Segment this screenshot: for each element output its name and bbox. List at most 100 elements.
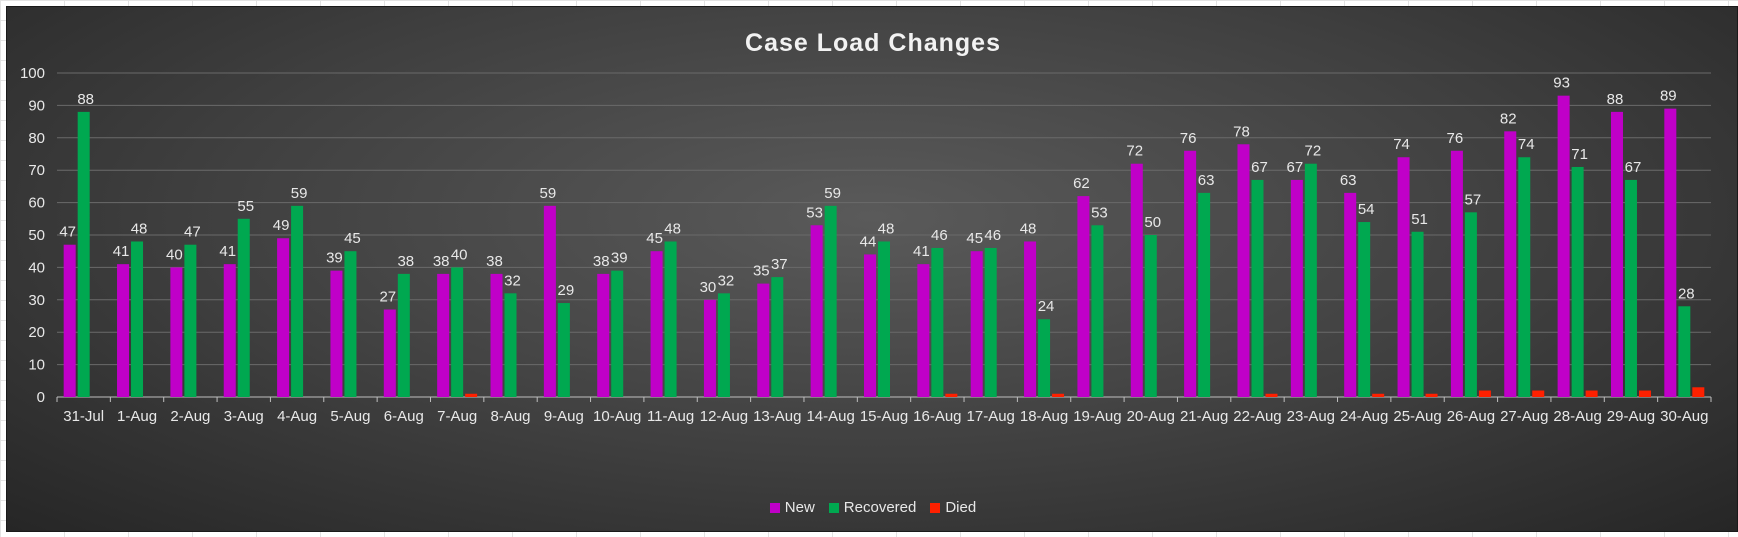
- bar-died: [1265, 393, 1278, 397]
- x-axis-ticks: 31-Jul 1-Aug 2-Aug 3-Aug 4-Aug 5-Aug 6-Aug 7-Au…: [56, 397, 1712, 425]
- bar-new: [1450, 150, 1463, 397]
- x-tick-label: 2-Aug: [170, 408, 210, 425]
- data-label-recovered: 72: [1304, 143, 1321, 160]
- data-label-new: 40: [166, 246, 183, 263]
- x-tick-label: 31-Jul: [63, 408, 104, 425]
- bar-recovered: [397, 273, 410, 397]
- y-tick-label: 60: [28, 195, 45, 212]
- bar-new: [1290, 179, 1303, 397]
- x-tick-label: 20-Aug: [1127, 408, 1175, 425]
- x-tick-label: 7-Aug: [437, 408, 477, 425]
- legend-item-recovered[interactable]: Recovered: [828, 499, 916, 516]
- data-label-new: 67: [1286, 159, 1303, 176]
- data-label-new: 53: [806, 204, 823, 221]
- bar-new: [170, 267, 183, 397]
- bars: [63, 95, 1705, 398]
- data-label-new: 45: [966, 230, 983, 247]
- legend-label-died: Died: [945, 499, 977, 516]
- data-label-recovered: 59: [291, 185, 308, 202]
- bar-new: [703, 299, 716, 397]
- bar-recovered: [451, 267, 464, 397]
- x-tick-label: 26-Aug: [1447, 408, 1495, 425]
- bar-recovered: [131, 241, 144, 397]
- bar-recovered: [1624, 179, 1637, 397]
- data-label-recovered: 47: [184, 224, 201, 241]
- bar-recovered: [771, 277, 784, 397]
- data-label-recovered: 39: [611, 250, 628, 267]
- data-label-new: 41: [219, 243, 236, 260]
- bar-recovered: [1518, 157, 1531, 397]
- y-tick-label: 90: [28, 97, 45, 114]
- y-axis-ticks: 0 10 20 30 40 50 60 70 80 90 100: [20, 65, 45, 406]
- bar-new: [1664, 108, 1677, 397]
- bar-new: [1504, 131, 1517, 397]
- bar-new: [277, 238, 290, 397]
- legend-item-new[interactable]: New: [769, 499, 815, 516]
- data-label-new: 38: [433, 253, 450, 270]
- legend-swatch-recovered: [828, 502, 839, 513]
- bar-new: [437, 273, 450, 397]
- bar-recovered: [557, 303, 570, 397]
- bar-recovered: [77, 111, 90, 397]
- y-tick-label: 10: [28, 357, 45, 374]
- data-label-recovered: 50: [1144, 214, 1161, 231]
- x-tick-label: 16-Aug: [913, 408, 961, 425]
- bar-recovered: [1038, 319, 1051, 397]
- data-label-new: 76: [1447, 130, 1464, 147]
- data-label-new: 27: [379, 289, 396, 306]
- data-label-recovered: 55: [237, 198, 254, 215]
- data-label-new: 59: [540, 185, 557, 202]
- bar-recovered: [237, 218, 250, 397]
- data-label-new: 45: [646, 230, 663, 247]
- y-tick-label: 0: [37, 389, 45, 406]
- data-label-new: 49: [273, 217, 290, 234]
- x-tick-label: 8-Aug: [491, 408, 531, 425]
- data-label-recovered: 48: [664, 220, 681, 237]
- data-label-new: 93: [1553, 75, 1570, 92]
- x-tick-label: 5-Aug: [330, 408, 370, 425]
- bar-recovered: [1091, 225, 1104, 397]
- bar-recovered: [291, 205, 304, 397]
- bar-recovered: [984, 247, 997, 397]
- data-label-recovered: 28: [1678, 285, 1695, 302]
- data-label-recovered: 24: [1038, 298, 1055, 315]
- bar-recovered: [1304, 163, 1317, 397]
- x-tick-label: 1-Aug: [117, 408, 157, 425]
- data-label-new: 41: [113, 243, 130, 260]
- bar-new: [1610, 111, 1623, 397]
- data-label-recovered: 45: [344, 230, 361, 247]
- x-tick-label: 11-Aug: [647, 408, 694, 425]
- bar-died: [945, 393, 958, 397]
- x-tick-label: 22-Aug: [1233, 408, 1281, 425]
- legend-item-died[interactable]: Died: [930, 499, 976, 516]
- bar-died: [1638, 390, 1651, 397]
- bar-new: [1130, 163, 1143, 397]
- bar-died: [1052, 393, 1065, 397]
- x-tick-label: 30-Aug: [1660, 408, 1708, 425]
- y-tick-label: 40: [28, 259, 45, 276]
- y-tick-label: 80: [28, 130, 45, 147]
- data-label-recovered: 88: [77, 91, 94, 108]
- data-label-recovered: 38: [397, 253, 414, 270]
- y-tick-label: 100: [20, 65, 45, 82]
- chart-area[interactable]: Case Load Changes 0 10 20 30 40 50 60 70 80 90 100…: [6, 6, 1738, 532]
- data-label-new: 41: [913, 243, 930, 260]
- bar-recovered: [824, 205, 837, 397]
- bar-new: [597, 273, 610, 397]
- bar-died: [465, 393, 478, 397]
- data-label-new: 30: [700, 279, 717, 296]
- data-label-new: 63: [1340, 172, 1357, 189]
- bar-new: [1184, 150, 1197, 397]
- bar-new: [383, 309, 396, 397]
- bar-recovered: [1144, 235, 1157, 397]
- legend: New Recovered Died: [7, 499, 1738, 516]
- data-label-recovered: 59: [824, 185, 841, 202]
- bar-recovered: [1198, 192, 1211, 397]
- bar-died: [1478, 390, 1491, 397]
- data-label-recovered: 37: [771, 256, 788, 273]
- x-tick-label: 10-Aug: [593, 408, 641, 425]
- bar-new: [1024, 241, 1037, 397]
- data-label-new: 72: [1126, 143, 1143, 160]
- data-label-new: 78: [1233, 123, 1250, 140]
- x-tick-label: 14-Aug: [806, 408, 854, 425]
